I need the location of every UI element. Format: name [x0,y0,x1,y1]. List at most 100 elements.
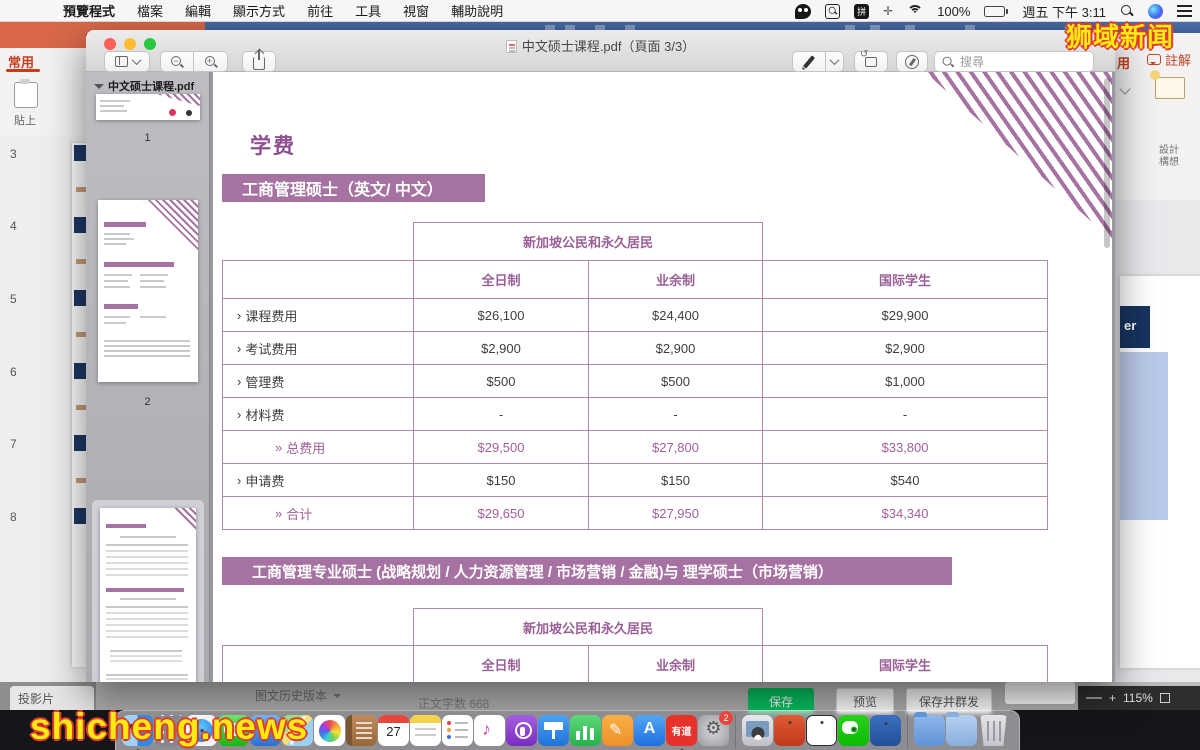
tuition-table-2-partial: 全日制 业余制 国际学生 [222,645,1048,682]
annotate-button[interactable]: 註解 [1147,50,1191,69]
sidebar-toggle-button[interactable] [104,51,150,72]
dock-pages[interactable] [602,715,633,746]
disclosure-triangle-icon[interactable] [94,84,104,94]
table-row: › 材料费 - - - [223,398,1047,431]
dock-word[interactable] [870,715,901,746]
menu-view[interactable]: 顯示方式 [233,4,286,19]
menu-help[interactable]: 輔助說明 [451,4,504,19]
zoom-button[interactable] [144,38,156,50]
chevron-down-icon[interactable] [1119,83,1131,95]
design-ideas-icon[interactable] [1150,70,1185,99]
menu-go[interactable]: 前往 [307,4,334,19]
close-button[interactable] [104,38,116,50]
search-inputmethod-icon[interactable] [825,3,841,19]
share-button[interactable] [242,50,276,72]
dock-calendar[interactable]: 27 [378,715,409,746]
dock-screenshot[interactable] [742,715,773,746]
slide-number[interactable]: 4 [10,219,17,233]
markup-icon [905,54,919,69]
dock-music[interactable] [474,715,505,746]
preview-titlebar[interactable]: 中文硕士课程.pdf（頁面 3/3） − + [86,30,1115,72]
comment-icon [1147,54,1161,65]
dock-maps[interactable] [282,715,313,746]
dock-numbers[interactable] [570,715,601,746]
preview-window: 中文硕士课程.pdf（頁面 3/3） − + [86,30,1115,682]
slide-number[interactable]: 3 [10,147,17,161]
page-thumbnail-1[interactable] [96,94,200,120]
dock-podcasts[interactable] [506,715,537,746]
dock-system-preferences[interactable]: 2 [698,711,733,746]
history-dropdown[interactable]: 图文历史版本 [255,687,342,704]
table-row-total-fees: » 总费用 $29,500 $27,800 $33,800 [223,431,1047,464]
location-services-icon[interactable]: ✛ [883,4,894,18]
slide-number[interactable]: 7 [10,437,17,451]
notification-center-icon[interactable] [1177,5,1192,17]
menu-clock[interactable]: 週五 下午 3:11 [1022,4,1106,20]
fit-to-window-icon[interactable] [1159,693,1170,703]
menu-tools[interactable]: 工具 [355,4,382,19]
ppt-tab-home[interactable]: 常用 [8,55,35,70]
dock-contacts[interactable] [346,715,377,746]
dock-separator [907,713,908,748]
slide-number[interactable]: 8 [10,510,17,524]
dock-wechat[interactable] [838,715,869,746]
zoom-level-label: 115% [1123,691,1153,705]
sidebar-doc-name[interactable]: 中文硕士课程.pdf [94,78,194,94]
dock-powerpoint[interactable] [774,715,805,746]
caret-down-icon [333,693,342,702]
ppt-zoom-bar: + 115% [1078,686,1200,710]
dock-messages[interactable] [218,715,249,746]
rotate-button[interactable] [854,49,888,72]
zoom-in-control[interactable]: + [1109,691,1117,705]
dock-safari[interactable] [186,715,217,746]
minimize-button[interactable] [124,38,136,50]
chevron-down-icon [829,55,840,66]
menu-edit[interactable]: 編輯 [185,4,212,19]
table-row: › 考试费用 $2,900 $2,900 $2,900 [223,332,1047,365]
highlight-pen-dropdown[interactable] [826,51,844,72]
save-button[interactable]: 保存 [748,688,814,714]
dock-notes[interactable] [410,715,441,746]
siri-icon[interactable] [1148,3,1163,19]
menu-file[interactable]: 檔案 [137,4,164,19]
menu-app-name[interactable]: 預覽程式 [63,4,116,19]
share-icon [253,50,265,70]
save-and-send-button[interactable]: 保存并群发 [906,688,992,714]
spotlight-icon[interactable] [1120,4,1134,18]
word-count-label: 正文字数 668 [418,697,490,711]
highlight-pen-button[interactable] [792,51,826,72]
dock-launchpad[interactable] [154,715,185,746]
search-input[interactable]: 搜尋 [934,51,1094,72]
battery-icon[interactable]: ϟ [984,3,1009,19]
dock-folder-downloads[interactable] [946,712,977,746]
wechat-status-icon[interactable] [795,3,812,19]
dock-app-store[interactable] [634,715,665,746]
dock-mail[interactable] [250,715,281,746]
dock-notion[interactable] [806,715,837,746]
scrollbar-thumb[interactable] [1104,78,1110,248]
input-method-icon[interactable]: 拼 [854,3,870,19]
dock-reminders[interactable] [442,715,473,746]
slide-number[interactable]: 5 [10,292,17,306]
page-thumbnail-3[interactable] [100,508,196,682]
page-thumbnail-2[interactable] [98,200,198,382]
zoom-out-button[interactable]: − [160,51,194,72]
preview-button[interactable]: 预览 [836,688,894,714]
slide-number[interactable]: 6 [10,365,17,379]
dock-folder-documents[interactable] [914,712,945,746]
paste-icon[interactable] [14,79,38,108]
wifi-icon[interactable] [907,5,924,17]
dock-keynote[interactable] [538,715,569,746]
chevron-down-icon [131,55,141,66]
zoom-in-button[interactable]: + [194,51,228,72]
pdf-page: 学费 工商管理硕士（英文/ 中文） 新加坡公民和永久居民 全日制 业余制 国际学… [213,72,1112,682]
dock-youdao-dict[interactable]: 有道 [666,715,697,746]
dock-finder[interactable] [122,715,153,746]
markup-toolbar-button[interactable] [896,51,928,72]
menu-window[interactable]: 視窗 [403,4,430,19]
col-header-international: 国际学生 [878,273,931,288]
dock-trash[interactable] [980,715,1007,746]
zoom-slider[interactable] [1086,697,1102,699]
document-icon [505,40,517,53]
dock-photos[interactable] [314,715,345,746]
